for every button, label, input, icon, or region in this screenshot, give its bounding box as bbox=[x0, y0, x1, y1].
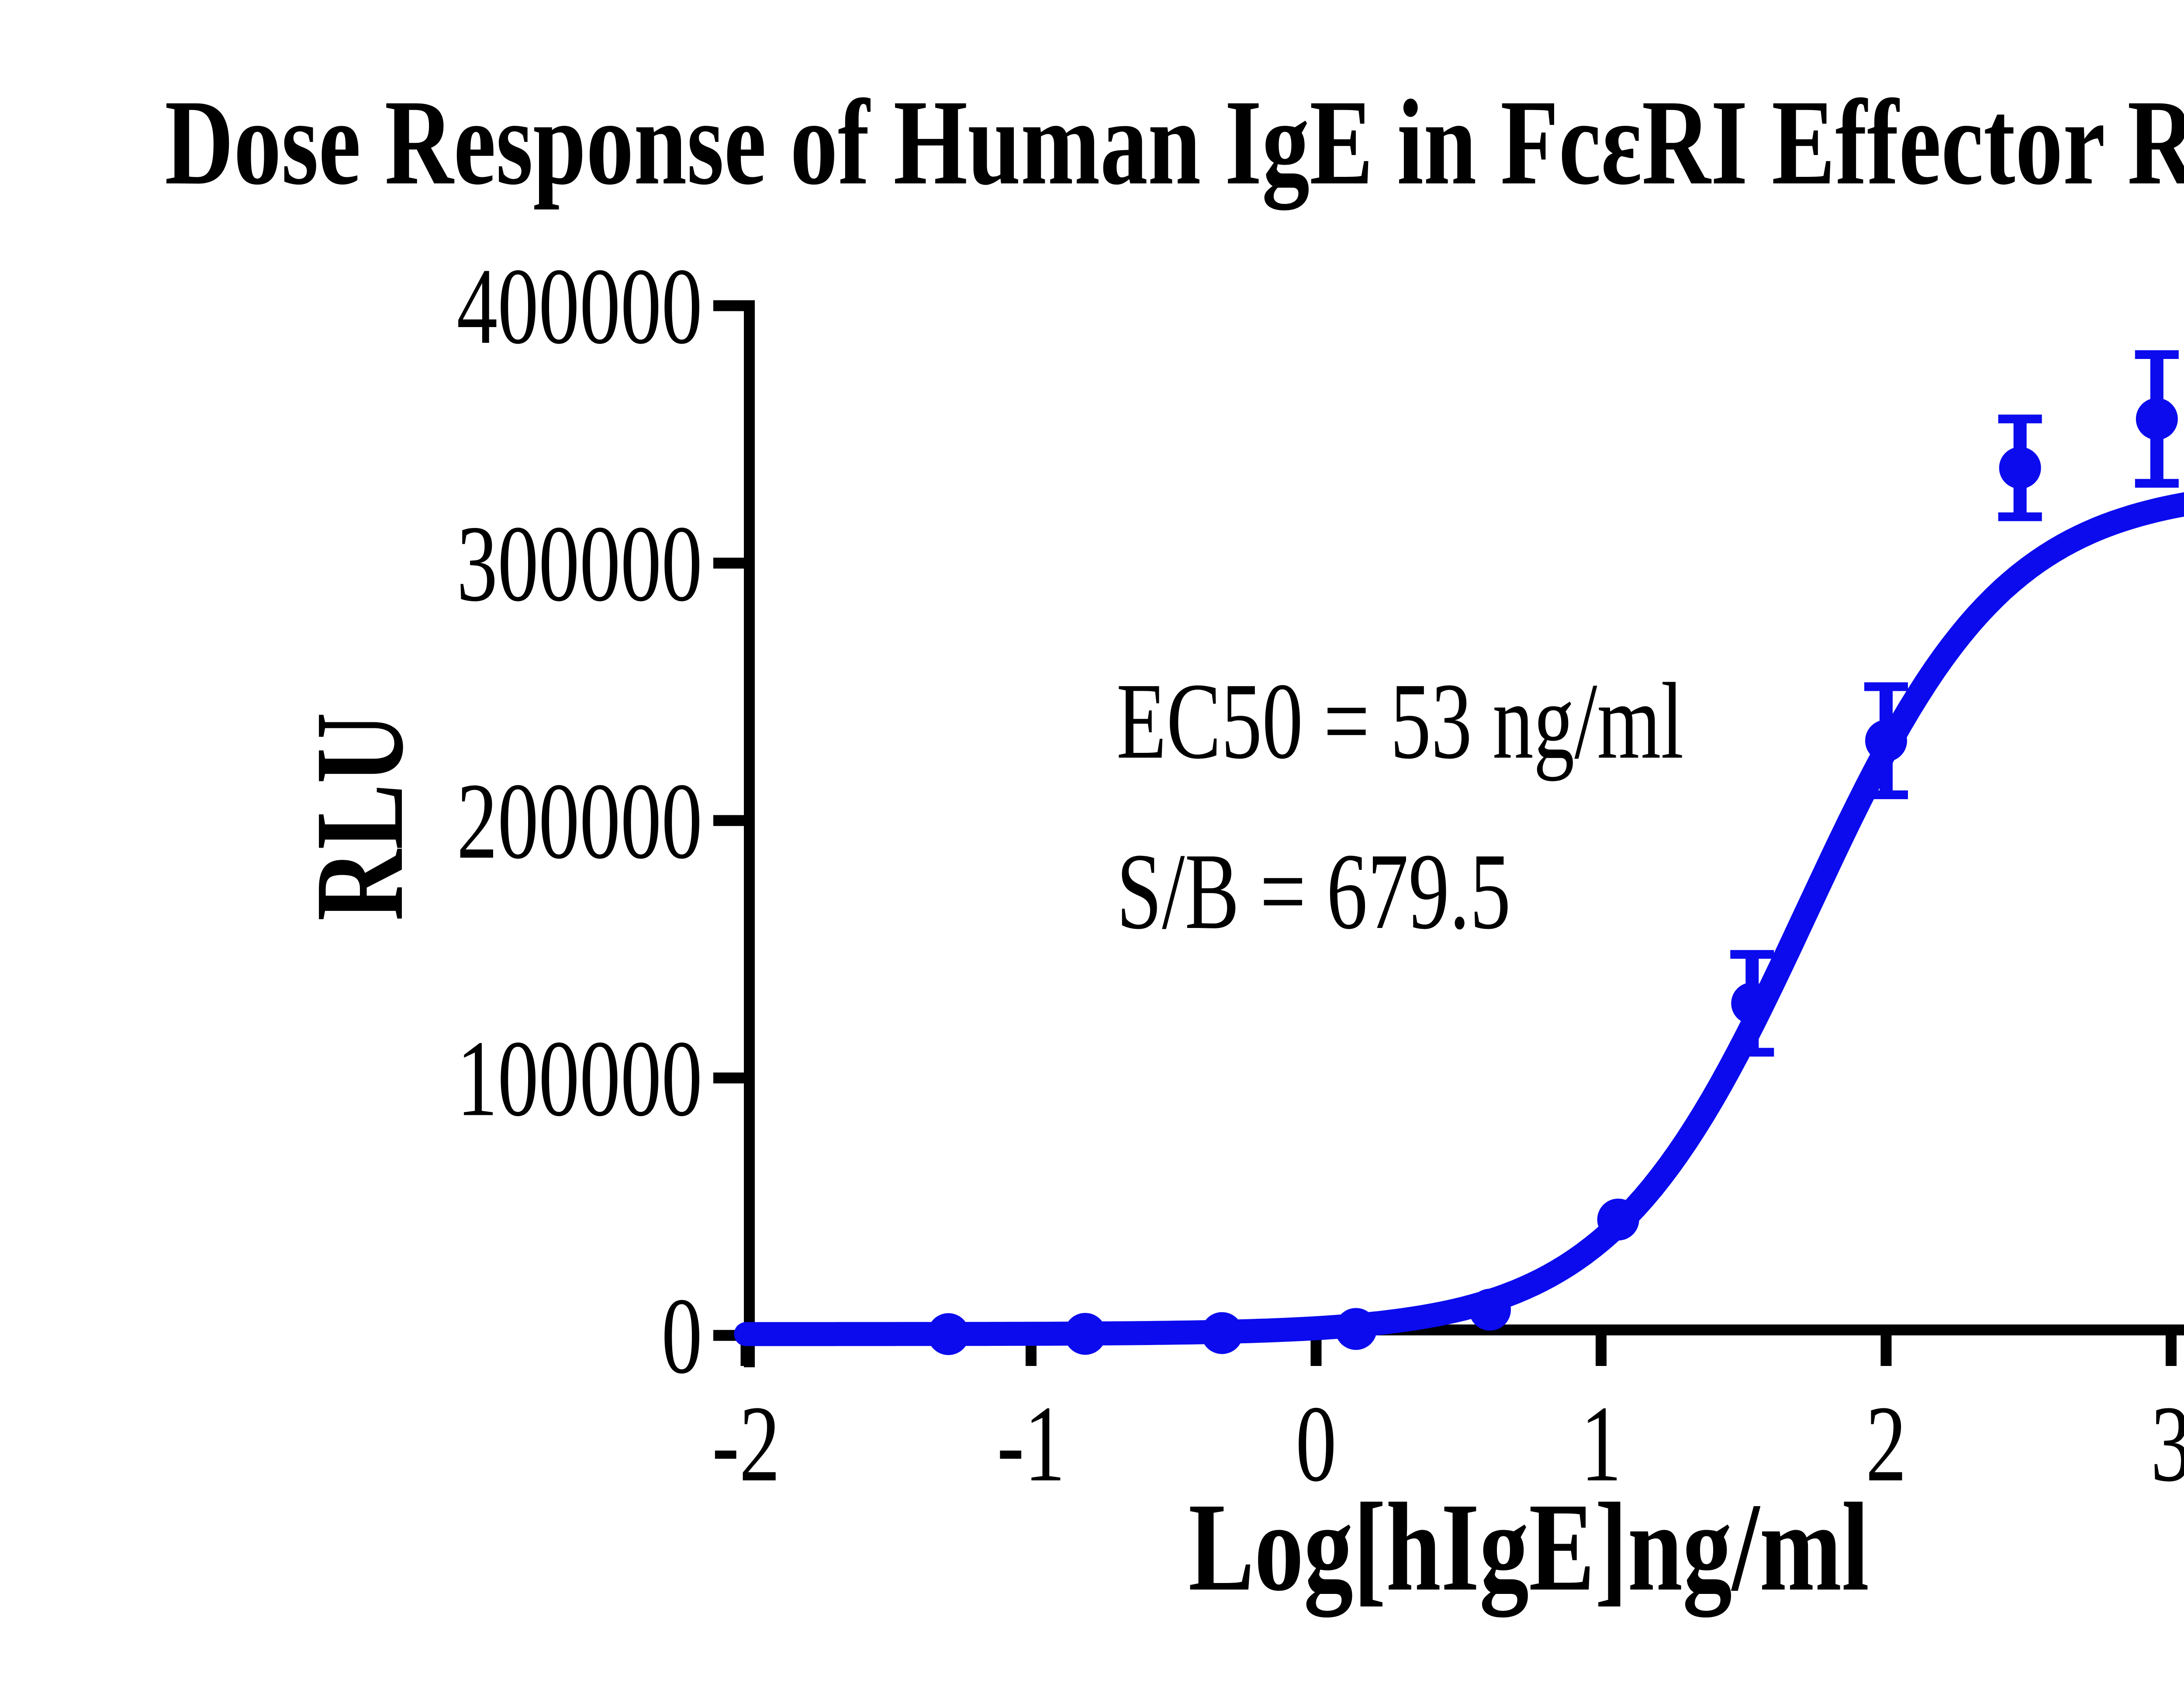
x-tick bbox=[1880, 1335, 1892, 1366]
chart-title: Dose Response of Human IgE in FcεRI Effe… bbox=[165, 75, 2184, 210]
error-bar-cap-bottom bbox=[1998, 512, 2042, 521]
ec50-annotation: EC50 = 53 ng/ml bbox=[1116, 660, 1683, 781]
y-tick-label: 300000 bbox=[457, 503, 702, 624]
data-point-marker bbox=[1201, 1312, 1243, 1354]
x-tick-label-group: -1 bbox=[997, 1383, 1065, 1504]
data-points-layer bbox=[927, 350, 2179, 1355]
y-tick-label: 0 bbox=[661, 1275, 702, 1396]
data-point-marker bbox=[1064, 1313, 1106, 1355]
fit-curve-layer bbox=[734, 492, 2184, 1346]
x-tick-label: -2 bbox=[712, 1383, 780, 1504]
x-axis-title: Log[hIgE]ng/ml bbox=[1189, 1477, 1870, 1619]
y-tick-label: 100000 bbox=[457, 1018, 702, 1139]
data-point-marker bbox=[1731, 982, 1773, 1024]
data-point-marker bbox=[1865, 720, 1907, 762]
data-point-marker bbox=[2136, 398, 2178, 440]
error-bar-cap-bottom bbox=[2135, 479, 2179, 488]
y-tick-label-group: 400000 bbox=[457, 245, 702, 366]
y-tick-label-group: 0 bbox=[661, 1275, 702, 1396]
data-point-marker bbox=[1335, 1308, 1377, 1350]
x-tick bbox=[2166, 1335, 2177, 1366]
x-tick-label-group: 2 bbox=[1866, 1383, 1907, 1504]
y-tick-label: 400000 bbox=[457, 245, 702, 366]
signal-to-background-annotation: S/B = 679.5 bbox=[1116, 831, 1511, 952]
data-point-marker bbox=[1999, 447, 2041, 489]
error-bar-cap-top bbox=[1998, 414, 2042, 424]
x-tick-label-group: 0 bbox=[1296, 1383, 1337, 1504]
x-tick-label: 1 bbox=[1581, 1383, 1622, 1504]
error-bar-cap-top bbox=[2135, 350, 2179, 359]
error-bar-cap-top bbox=[1730, 950, 1774, 959]
y-tick bbox=[713, 558, 744, 569]
y-axis-title: RLU bbox=[289, 712, 429, 921]
error-bar-cap-bottom bbox=[1730, 1048, 1774, 1057]
x-tick-label-group: -2 bbox=[712, 1383, 780, 1504]
dose-response-fit-curve bbox=[734, 492, 2184, 1346]
x-tick bbox=[1310, 1335, 1322, 1366]
x-tick bbox=[1596, 1335, 1607, 1366]
y-axis-line bbox=[744, 300, 755, 1367]
y-tick bbox=[713, 300, 744, 311]
x-tick-label: 0 bbox=[1296, 1383, 1337, 1504]
data-point-marker bbox=[927, 1313, 970, 1355]
x-tick-label: 2 bbox=[1866, 1383, 1907, 1504]
data-point-marker bbox=[1597, 1198, 1639, 1241]
y-tick bbox=[713, 815, 744, 826]
error-bar-cap-top bbox=[1864, 682, 1908, 691]
y-tick-label-group: 100000 bbox=[457, 1018, 702, 1139]
y-tick bbox=[713, 1073, 744, 1083]
axes-layer: 0 100000 200000 300000 400000 -2 -1 0 1 2 3 bbox=[457, 245, 2184, 1504]
y-tick-label: 200000 bbox=[457, 760, 702, 881]
x-tick-label-group: 1 bbox=[1581, 1383, 1622, 1504]
y-tick-label-group: 200000 bbox=[457, 760, 702, 881]
error-bar-cap-bottom bbox=[1864, 790, 1908, 800]
y-tick-label-group: 300000 bbox=[457, 503, 702, 624]
x-tick-label: 3 bbox=[2151, 1383, 2184, 1504]
x-tick-label-group: 3 bbox=[2151, 1383, 2184, 1504]
data-point-marker bbox=[1469, 1289, 1511, 1331]
x-tick-label: -1 bbox=[997, 1383, 1065, 1504]
